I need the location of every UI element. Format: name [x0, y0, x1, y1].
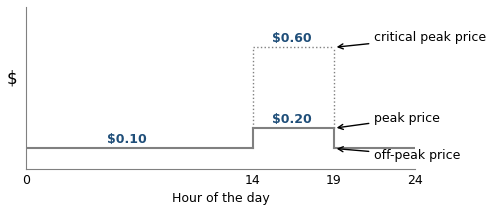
Text: peak price: peak price	[338, 112, 440, 129]
Text: $0.10: $0.10	[107, 133, 147, 146]
Y-axis label: $: $	[7, 70, 18, 88]
Text: $0.60: $0.60	[272, 32, 312, 45]
Text: $0.20: $0.20	[272, 113, 312, 126]
X-axis label: Hour of the day: Hour of the day	[171, 192, 269, 205]
Text: off-peak price: off-peak price	[338, 147, 461, 162]
Text: critical peak price: critical peak price	[338, 31, 487, 49]
